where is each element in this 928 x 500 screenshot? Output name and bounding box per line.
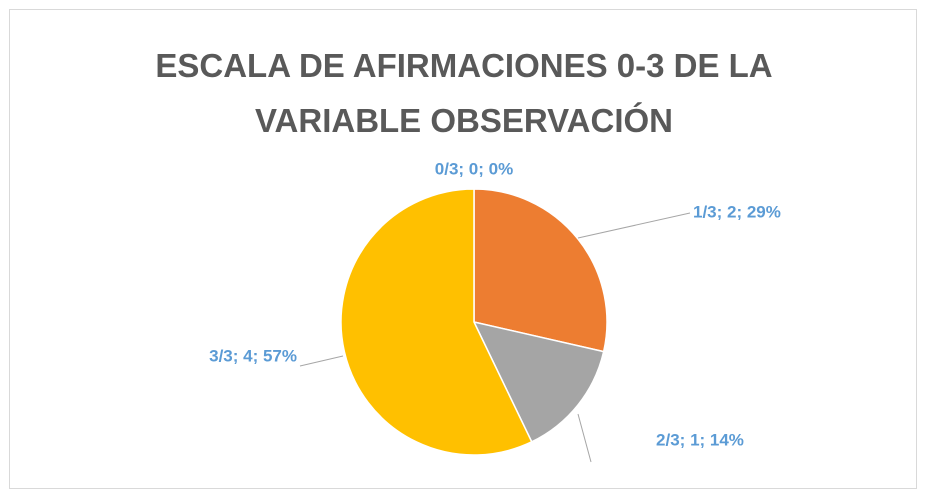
data-label: 1/3; 2; 29% — [693, 202, 781, 221]
data-label: 0/3; 0; 0% — [435, 159, 513, 178]
pie-slice — [472, 320, 605, 443]
data-label: 3/3; 4; 57% — [209, 346, 297, 365]
leader-line — [577, 212, 691, 239]
chart-frame — [9, 9, 917, 489]
leader-line — [577, 413, 592, 463]
pie-slice — [473, 188, 608, 353]
pie-slice — [340, 188, 533, 456]
chart-title: ESCALA DE AFIRMACIONES 0-3 DE LA VARIABL… — [155, 47, 773, 139]
data-label: 2/3; 1; 14% — [656, 430, 744, 449]
leader-line — [299, 355, 344, 367]
